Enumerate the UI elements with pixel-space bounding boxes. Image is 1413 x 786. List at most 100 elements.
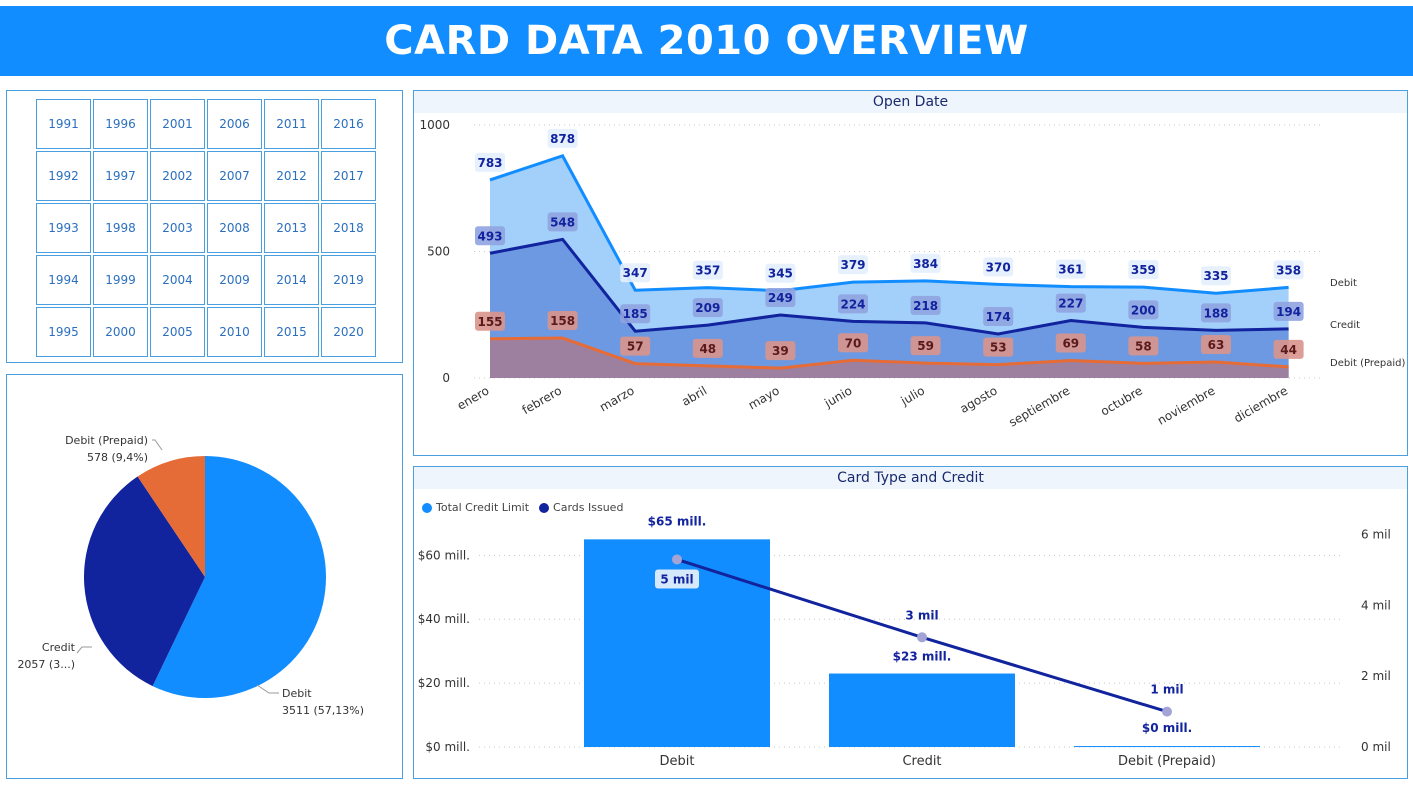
data-label: 358 [1276,263,1301,277]
data-label: 384 [913,257,938,271]
year-button-1997[interactable]: 1997 [93,151,148,201]
data-label: 200 [1131,303,1156,317]
x-tick-label: marzo [597,383,637,414]
data-label-bg [765,288,796,308]
data-label: 224 [840,297,865,311]
year-button-1999[interactable]: 1999 [93,255,148,305]
pie-label-name: Debit [282,687,312,700]
x-tick-label: octubre [1098,383,1145,418]
data-label: 69 [1062,337,1079,351]
x-tick-label: febrero [520,383,564,417]
data-label: 58 [1135,339,1152,353]
data-label-bg [1128,336,1159,356]
data-label: 548 [550,215,575,229]
year-button-2006[interactable]: 2006 [207,99,262,149]
data-label-bg [1128,260,1159,280]
year-button-2012[interactable]: 2012 [264,151,319,201]
x-tick-label: Debit [660,754,695,769]
data-label-bg [1273,260,1304,280]
year-button-2010[interactable]: 2010 [207,307,262,357]
data-label-bg [692,338,723,358]
data-label: 249 [768,291,793,305]
x-tick-label: abril [679,383,709,408]
series-label: Credit [1330,320,1360,331]
year-button-2013[interactable]: 2013 [264,203,319,253]
data-label: 878 [550,132,575,146]
y-tick-label-right: 0 mil [1361,740,1391,754]
page-title: CARD DATA 2010 OVERVIEW [384,18,1029,64]
legend-item-credit-limit[interactable]: Total Credit Limit [422,501,529,514]
year-button-1994[interactable]: 1994 [36,255,91,305]
x-tick-label: Debit (Prepaid) [1118,754,1216,769]
year-button-1991[interactable]: 1991 [36,99,91,149]
data-label: 227 [1058,297,1083,311]
year-button-1993[interactable]: 1993 [36,203,91,253]
cards-issued-point [1162,706,1172,717]
x-tick-label: mayo [746,383,782,412]
data-label: 194 [1276,305,1301,319]
series-label: Debit (Prepaid) [1330,358,1405,369]
year-button-2001[interactable]: 2001 [150,99,205,149]
year-button-2000[interactable]: 2000 [93,307,148,357]
year-button-2017[interactable]: 2017 [321,151,376,201]
data-label-bg [910,253,941,273]
data-label-bg [1201,335,1231,355]
data-label-bg [475,226,505,246]
data-label-bg [475,152,505,172]
legend-dot-credit-limit [422,502,432,513]
data-label-bg [620,263,651,283]
year-button-2014[interactable]: 2014 [264,255,319,305]
year-button-1998[interactable]: 1998 [93,203,148,253]
data-label-bg [1055,259,1086,279]
year-button-1996[interactable]: 1996 [93,99,148,149]
data-label: 44 [1280,343,1297,357]
data-label-bg [547,311,578,331]
year-button-2008[interactable]: 2008 [207,203,262,253]
year-button-2020[interactable]: 2020 [321,307,376,357]
year-grid: 1991 1996 2001 2006 2011 2016 1992 1997 2002 2007… [36,99,376,357]
data-label-bg [692,298,723,318]
year-button-2004[interactable]: 2004 [150,255,205,305]
data-label: 53 [990,341,1007,355]
y-tick-label-left: $20 mill. [418,676,470,690]
data-label-bg [547,212,578,232]
data-label-bg [910,295,941,315]
data-label-bg [1201,266,1231,286]
legend-item-cards-issued[interactable]: Cards Issued [539,501,623,514]
data-label: 188 [1203,306,1228,320]
pie-label-value: 2057 (3...) [17,658,75,671]
line-data-label: 1 mil [1150,683,1183,697]
year-button-2002[interactable]: 2002 [150,151,205,201]
pie-label-name: Debit (Prepaid) [65,434,148,447]
y-tick-label: 1000 [419,118,450,132]
year-button-2011[interactable]: 2011 [264,99,319,149]
y-tick-label: 0 [442,371,450,385]
year-button-2018[interactable]: 2018 [321,203,376,253]
data-label: 357 [695,264,720,278]
pie-slice-debit-prepaid- [137,456,205,577]
data-label: 783 [477,156,502,170]
open-date-title: Open Date [414,91,1407,113]
y-tick-label-left: $60 mill. [418,548,470,562]
data-label: 158 [550,314,575,328]
data-label: 63 [1208,338,1225,352]
year-button-1992[interactable]: 1992 [36,151,91,201]
bar-debit-prepaid- [1074,746,1260,748]
bar-data-label: $65 mill. [648,514,707,528]
data-label-bg [983,257,1014,277]
y-tick-label-right: 6 mil [1361,528,1391,542]
year-button-2005[interactable]: 2005 [150,307,205,357]
open-date-svg: 0 500 1000 783 878 347 357 345 379 384 370 361 359 33… [419,118,1405,430]
year-button-2019[interactable]: 2019 [321,255,376,305]
year-button-2016[interactable]: 2016 [321,99,376,149]
year-button-1995[interactable]: 1995 [36,307,91,357]
year-button-2003[interactable]: 2003 [150,203,205,253]
year-button-2009[interactable]: 2009 [207,255,262,305]
card-type-credit-chart: Card Type and Credit Total Credit Limit … [413,466,1408,779]
data-label: 218 [913,299,938,313]
year-button-2007[interactable]: 2007 [207,151,262,201]
x-tick-label: julio [898,383,927,408]
leader-line [76,646,92,654]
year-button-2015[interactable]: 2015 [264,307,319,357]
line-data-label: 5 mil [660,572,693,586]
